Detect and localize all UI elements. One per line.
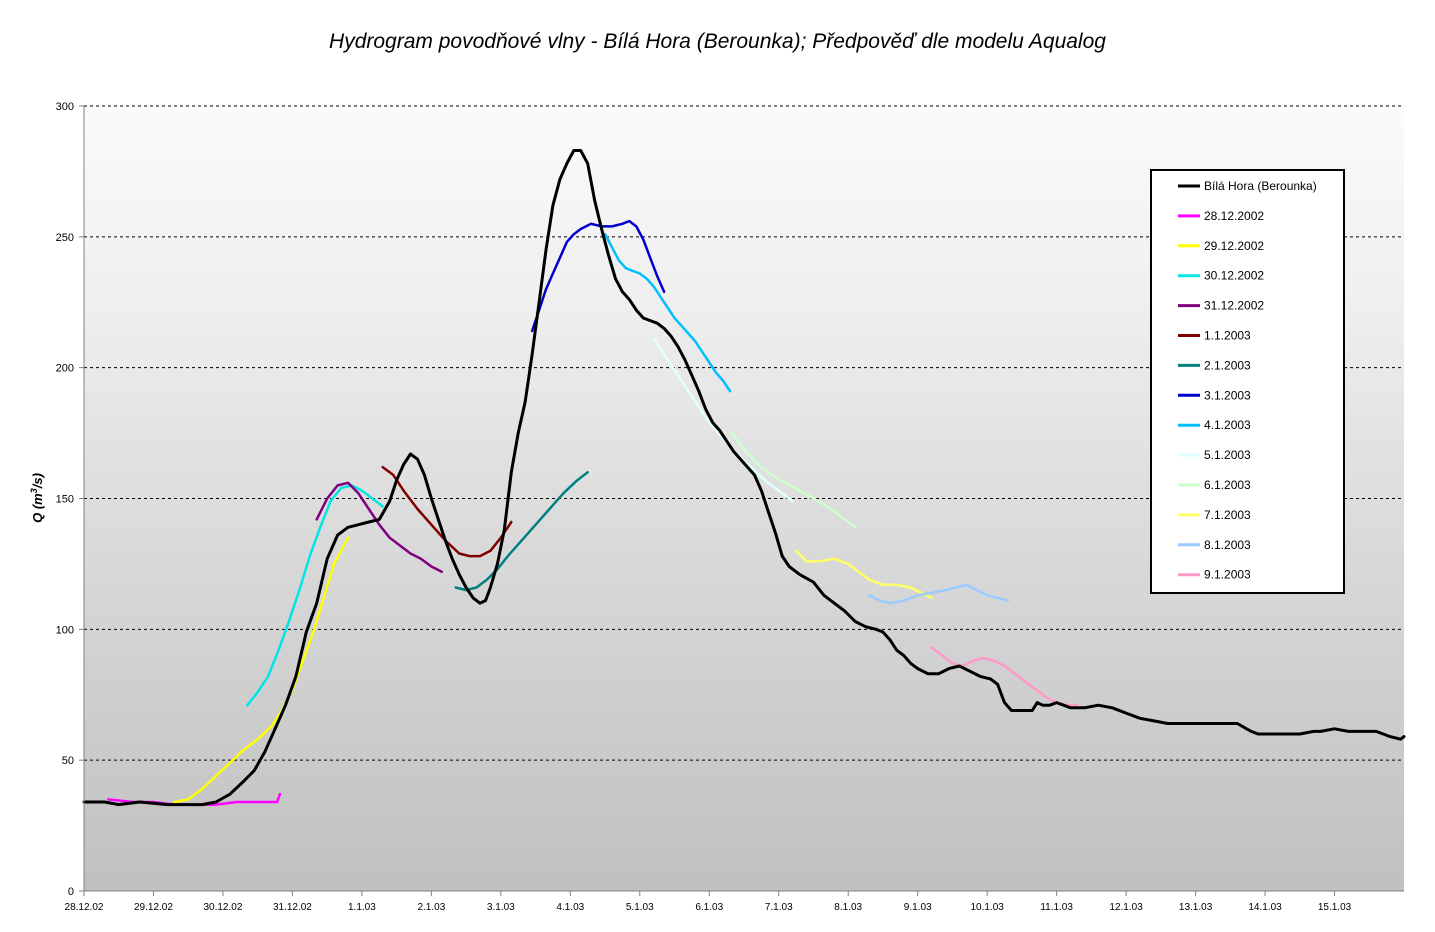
series-line-10 (728, 429, 857, 529)
legend-entry-6: 2.1.2003 (1204, 358, 1251, 372)
series-line-12 (867, 583, 1010, 605)
legend-box (1150, 169, 1345, 594)
series-line-5 (381, 465, 513, 558)
x-tick-label: 6.1.03 (695, 902, 723, 913)
legend-items: Bílá Hora (Berounka) 28.12.2002 29.12.2002… (1178, 179, 1317, 582)
y-tick-label: 300 (56, 101, 74, 113)
legend-entry-13: 9.1.2003 (1204, 568, 1251, 582)
x-tick-label: 13.1.03 (1179, 902, 1213, 913)
legend-entry-3: 30.12.2002 (1204, 269, 1264, 283)
x-tick-label: 14.1.03 (1248, 902, 1282, 913)
y-tick-label: 100 (56, 624, 74, 636)
legend-entry-4: 31.12.2002 (1204, 299, 1264, 313)
legend-entry-1: 28.12.2002 (1204, 209, 1264, 223)
y-tick-labels: 0 50 100 150 200 250 300 (56, 101, 84, 898)
x-tick-label: 28.12.02 (65, 902, 104, 913)
series-line-4 (315, 481, 444, 574)
legend-entry-2: 29.12.2002 (1204, 239, 1264, 253)
y-tick-label: 50 (62, 755, 74, 767)
x-tick-label: 15.1.03 (1318, 902, 1352, 913)
legend-entry-11: 7.1.2003 (1204, 508, 1251, 522)
y-tick-label: 0 (68, 886, 74, 898)
series-line-0 (82, 149, 1406, 807)
x-tick-label: 29.12.02 (134, 902, 173, 913)
x-tick-label: 11.1.03 (1040, 902, 1073, 913)
x-tick-label: 5.1.03 (626, 902, 654, 913)
x-tick-label: 12.1.03 (1109, 902, 1143, 913)
x-tick-label: 4.1.03 (556, 902, 584, 913)
y-tick-label: 150 (56, 494, 74, 506)
chart-title: Hydrogram povodňové vlny - Bílá Hora (Be… (329, 30, 1106, 53)
x-tick-label: 10.1.03 (970, 902, 1004, 913)
legend-entry-10: 6.1.2003 (1204, 478, 1251, 492)
legend: Bílá Hora (Berounka) 28.12.2002 29.12.2002… (1150, 169, 1345, 594)
legend-entry-7: 3.1.2003 (1204, 388, 1251, 402)
series-line-8 (603, 232, 732, 393)
series-line-3 (246, 484, 384, 707)
legend-entry-5: 1.1.2003 (1204, 329, 1251, 343)
x-tick-label: 9.1.03 (904, 902, 932, 913)
y-axis-label: Q (m3/s) (29, 473, 45, 523)
series-line-6 (454, 471, 589, 592)
legend-entry-9: 5.1.2003 (1204, 448, 1251, 462)
legend-entry-0: Bílá Hora (Berounka) (1204, 179, 1317, 193)
x-tick-label: 1.1.03 (348, 902, 376, 913)
x-tick-label: 3.1.03 (487, 902, 515, 913)
y-tick-label: 250 (56, 232, 74, 244)
series-line-11 (794, 549, 933, 600)
x-tick-labels: 28.12.02 29.12.02 30.12.02 31.12.02 1.1.03 2.… (65, 891, 1352, 913)
x-tick-label: 30.12.02 (203, 902, 242, 913)
series-line-7 (530, 219, 666, 333)
series-line-2 (173, 536, 350, 804)
x-tick-label: 31.12.02 (273, 902, 312, 913)
x-tick-label: 7.1.03 (765, 902, 793, 913)
legend-entry-12: 8.1.2003 (1204, 538, 1251, 552)
y-tick-label: 200 (56, 363, 74, 375)
x-tick-label: 2.1.03 (417, 902, 445, 913)
series-line-13 (930, 646, 1079, 707)
legend-entry-8: 4.1.2003 (1204, 418, 1251, 432)
series-lines (82, 149, 1406, 807)
x-tick-label: 8.1.03 (834, 902, 862, 913)
